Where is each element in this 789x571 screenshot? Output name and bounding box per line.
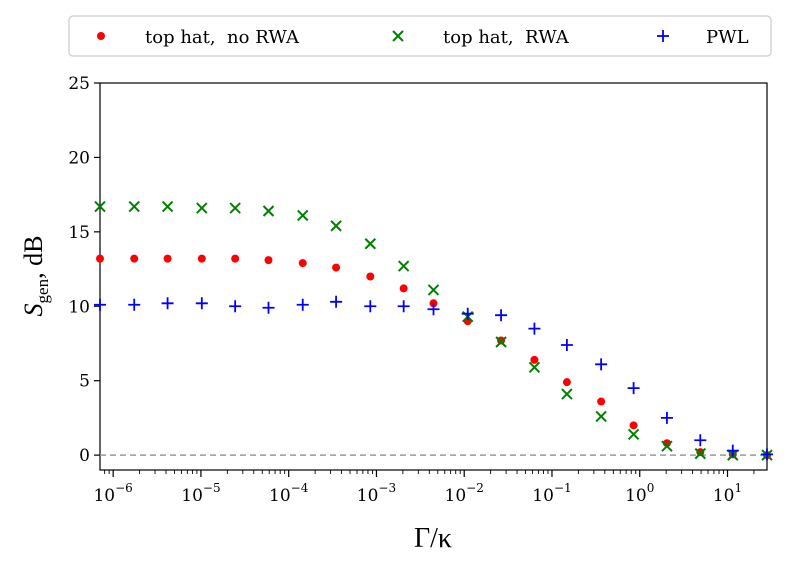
point-dot xyxy=(497,336,506,345)
x-tick-label: 10−2 xyxy=(445,481,484,506)
legend-label-pwl: PWL xyxy=(706,27,749,48)
x-tick-label: 10−1 xyxy=(532,481,571,506)
point-dot xyxy=(366,272,375,281)
point-x xyxy=(627,428,640,440)
legend-marker-plus xyxy=(657,30,669,42)
y-tick-label-5: 5 xyxy=(79,372,90,392)
point-dot xyxy=(332,263,341,272)
point-x xyxy=(94,200,106,213)
point-x xyxy=(397,260,410,272)
point-plus xyxy=(560,338,573,351)
point-plus xyxy=(161,297,174,310)
legend-label-no-rwa: top hat, no RWA xyxy=(145,27,300,48)
point-dot xyxy=(399,284,408,293)
point-x xyxy=(595,410,607,423)
point-dot xyxy=(562,378,571,387)
point-x xyxy=(495,336,507,348)
y-tick-label-10: 10 xyxy=(68,297,90,317)
point-plus xyxy=(726,444,739,457)
series-plus xyxy=(94,295,773,461)
legend-label-rwa: top hat, RWA xyxy=(443,27,570,48)
x-tick-label: 100 xyxy=(625,481,654,506)
y-axis-label-symbol: S xyxy=(19,303,48,316)
point-dot xyxy=(130,254,139,263)
point-dot xyxy=(197,254,206,263)
plot-frame xyxy=(99,82,768,471)
y-axis-label-unit: , dB xyxy=(19,236,48,279)
point-dot xyxy=(163,254,172,263)
point-plus xyxy=(364,300,377,313)
legend: top hat, no RWA top hat, RWA PWL xyxy=(68,15,772,57)
y-tick-label-15: 15 xyxy=(68,223,90,243)
point-x xyxy=(161,200,174,213)
point-dot xyxy=(96,254,104,263)
point-plus xyxy=(427,303,440,316)
point-x xyxy=(229,202,241,214)
point-x xyxy=(694,447,707,460)
point-x xyxy=(297,209,309,222)
y-axis: 0 5 10 15 20 25 xyxy=(68,74,100,466)
point-plus xyxy=(128,298,141,311)
legend-marker-dot xyxy=(97,32,105,40)
point-plus xyxy=(195,297,208,310)
x-tick-label: 10−3 xyxy=(357,481,396,506)
point-x xyxy=(128,200,140,213)
y-tick-label-20: 20 xyxy=(68,148,90,168)
point-plus xyxy=(761,448,773,461)
data-points xyxy=(94,200,773,461)
point-dot xyxy=(231,254,240,263)
x-tick-label: 10−6 xyxy=(93,481,132,506)
point-plus xyxy=(627,382,640,395)
point-plus xyxy=(229,300,242,313)
point-plus xyxy=(528,322,541,335)
point-plus xyxy=(660,411,673,424)
y-tick-label-25: 25 xyxy=(68,74,90,94)
point-plus xyxy=(595,358,608,371)
legend-marker-x xyxy=(392,30,404,42)
point-x xyxy=(262,205,275,217)
point-x xyxy=(661,440,673,452)
point-plus xyxy=(397,300,410,313)
point-x xyxy=(528,361,541,374)
point-plus xyxy=(330,295,343,308)
y-axis-label: Sgen, dB xyxy=(19,236,52,317)
point-dot xyxy=(264,256,273,265)
point-plus xyxy=(296,298,309,311)
point-x xyxy=(561,388,573,400)
point-dot xyxy=(530,355,539,364)
point-plus xyxy=(461,307,474,320)
y-axis-label-subscript: gen xyxy=(33,278,52,303)
point-plus xyxy=(694,434,707,447)
point-x xyxy=(330,220,342,232)
point-dot xyxy=(696,448,705,457)
point-x xyxy=(364,238,377,250)
point-dot xyxy=(597,397,606,406)
x-tick-label: 10−4 xyxy=(269,481,309,506)
point-dot xyxy=(629,421,638,430)
legend-frame xyxy=(68,15,772,57)
point-plus xyxy=(495,309,508,322)
x-tick-label: 10−5 xyxy=(181,481,220,506)
point-x xyxy=(196,202,208,214)
x-axis: 10−6 10−5 10−4 10−3 10−2 10−1 100 101 xyxy=(93,470,755,506)
x-tick-label: 101 xyxy=(713,481,742,506)
point-x xyxy=(427,284,440,296)
point-plus xyxy=(262,301,275,314)
x-axis-label: Γ/κ xyxy=(414,523,452,554)
point-dot xyxy=(298,259,307,268)
point-plus xyxy=(94,298,106,311)
y-tick-label-0: 0 xyxy=(79,446,90,466)
